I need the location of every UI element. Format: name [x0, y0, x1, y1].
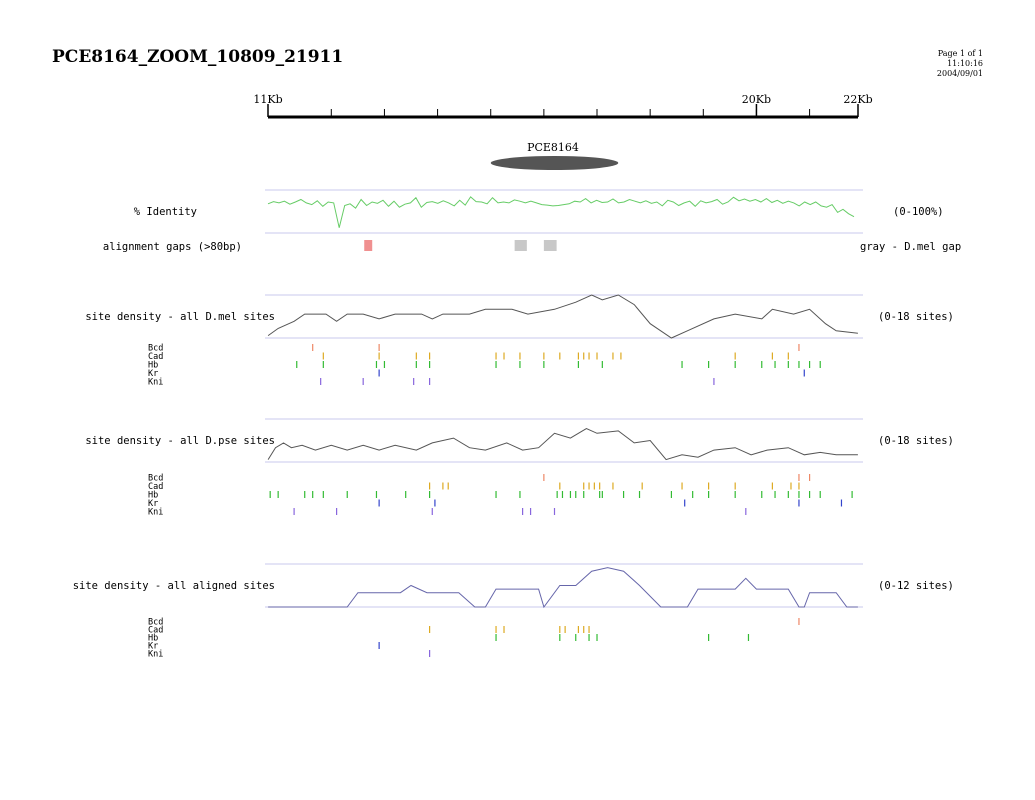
identity-range: (0-100%) [893, 206, 944, 218]
density-title: site density - all D.pse sites [85, 435, 275, 447]
element-ellipse [490, 156, 619, 170]
density-range: (0-18 sites) [878, 311, 954, 323]
density-range: (0-12 sites) [878, 580, 954, 592]
factor-label-bcd: Bcd [148, 618, 163, 628]
ruler-label: 22Kb [843, 93, 872, 106]
element-track: PCE8164 [490, 141, 619, 170]
density-track-2: site density - all D.pse sites (0-18 site… [85, 418, 954, 518]
density-line [268, 567, 858, 609]
factor-label-cad: Cad [148, 626, 163, 636]
gaps-legend: gray - D.mel gap [860, 241, 961, 253]
factor-label-kni: Kni [148, 508, 163, 518]
factor-label-cad: Cad [148, 352, 163, 362]
density-title: site density - all aligned sites [73, 580, 275, 592]
density-track-3: site density - all aligned sites (0-12 si… [73, 563, 954, 660]
gap-block-dmel [543, 240, 557, 251]
density-range: (0-18 sites) [878, 435, 954, 447]
page-info: Page 1 of 1 11:10:16 2004/09/01 [937, 49, 983, 79]
factor-label-hb: Hb [148, 491, 158, 501]
factor-label-cad: Cad [148, 482, 163, 492]
gap-block-dpse [364, 240, 373, 251]
factor-label-kni: Kni [148, 650, 163, 660]
coordinate-ruler: 11Kb 20Kb 22Kb [253, 93, 873, 119]
density-title: site density - all D.mel sites [85, 311, 275, 323]
ruler-label: 20Kb [742, 93, 771, 106]
page-title: PCE8164_ZOOM_10809_21911 [52, 47, 344, 67]
element-label: PCE8164 [527, 141, 579, 154]
density-line [267, 428, 858, 461]
factor-label-kr: Kr [148, 499, 158, 509]
factor-label-kni: Kni [148, 378, 163, 388]
density-track-1: site density - all D.mel sites (0-18 site… [85, 294, 954, 388]
identity-track: % Identity (0-100%) [134, 189, 944, 234]
factor-label-kr: Kr [148, 369, 158, 379]
factor-label-hb: Hb [148, 634, 158, 644]
gap-block-dmel [514, 240, 527, 251]
ruler-label: 11Kb [253, 93, 282, 106]
gaps-track: alignment gaps (>80bp) gray - D.mel gap [103, 240, 961, 253]
identity-label: % Identity [134, 206, 197, 218]
gaps-label: alignment gaps (>80bp) [103, 241, 242, 253]
factor-label-hb: Hb [148, 361, 158, 371]
print-time: 11:10:16 [947, 59, 983, 68]
page-number: Page 1 of 1 [937, 49, 983, 58]
print-date: 2004/09/01 [936, 69, 983, 78]
factor-label-bcd: Bcd [148, 344, 163, 354]
factor-label-bcd: Bcd [148, 474, 163, 484]
density-tracks: site density - all D.mel sites (0-18 site… [73, 294, 954, 660]
factor-label-kr: Kr [148, 642, 158, 652]
density-line [267, 294, 858, 339]
identity-line [267, 196, 855, 228]
